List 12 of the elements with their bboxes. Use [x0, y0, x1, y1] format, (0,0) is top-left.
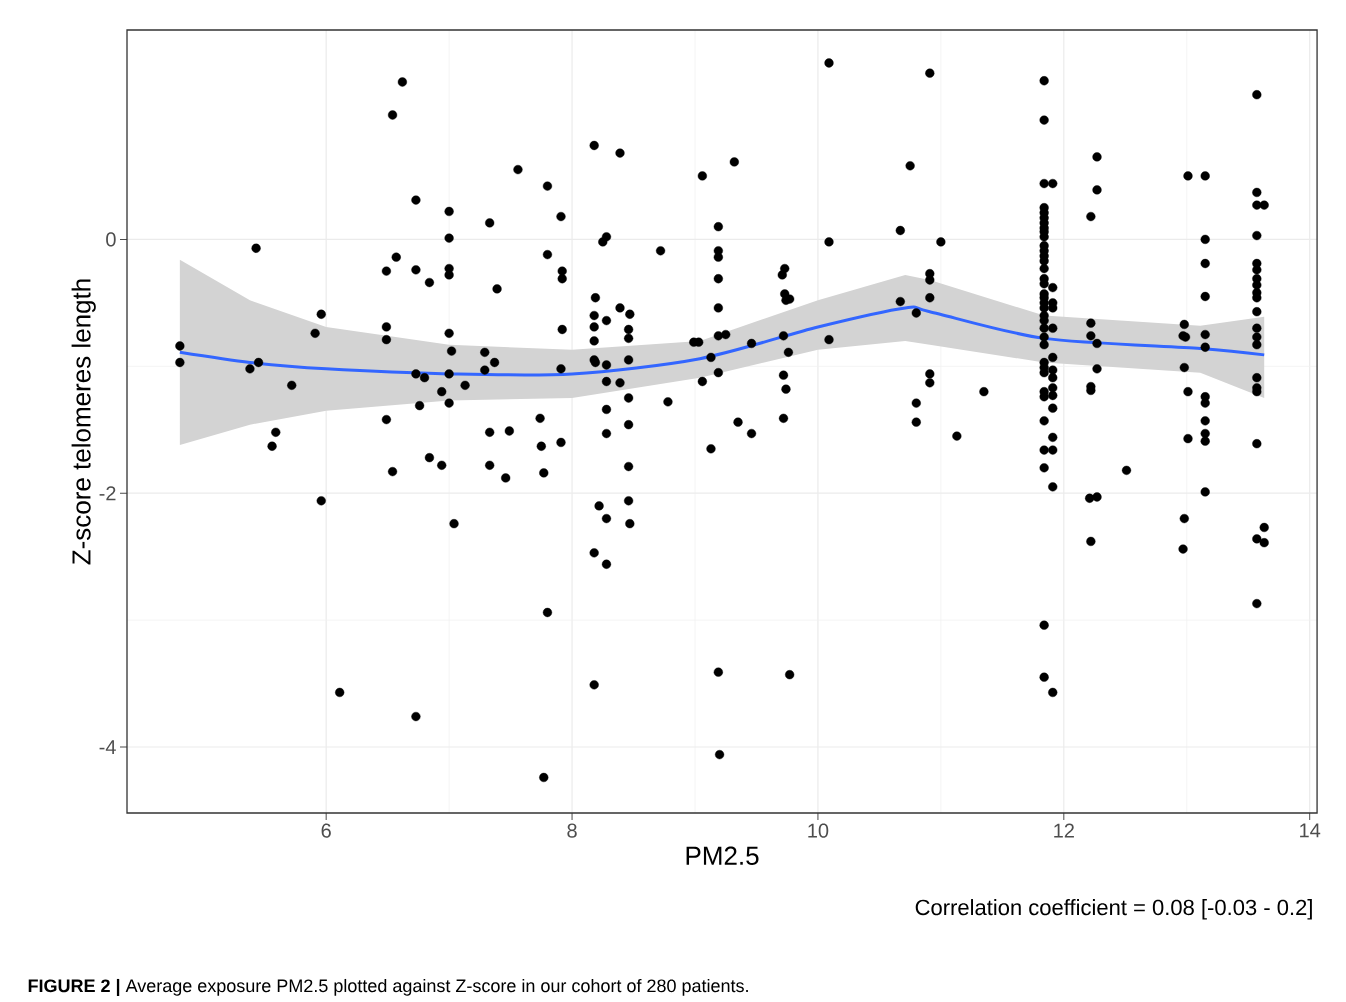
text: Correlation coefficient = 0.08 [-0.03 - 0.2]	[915, 899, 1312, 920]
text: FIGURE 2 | Average exposure PM2.5 plotted against Z-score in our cohort of 280 patients.	[28, 978, 748, 996]
x-tick-label: 14	[1300, 823, 1321, 838]
x-tick-label: 6	[321, 823, 331, 838]
x-axis-title: PM2.5	[686, 846, 759, 865]
y-tick-label: 0	[106, 232, 116, 247]
y-axis-title: Z-score telomeres length	[71, 279, 96, 565]
x-tick-label: 12	[1054, 823, 1074, 838]
x-tick-label: 10	[808, 823, 829, 838]
y-tick-label: -4	[99, 740, 116, 754]
x-tick-label: 8	[567, 823, 577, 838]
y-tick-label: -2	[99, 486, 116, 501]
